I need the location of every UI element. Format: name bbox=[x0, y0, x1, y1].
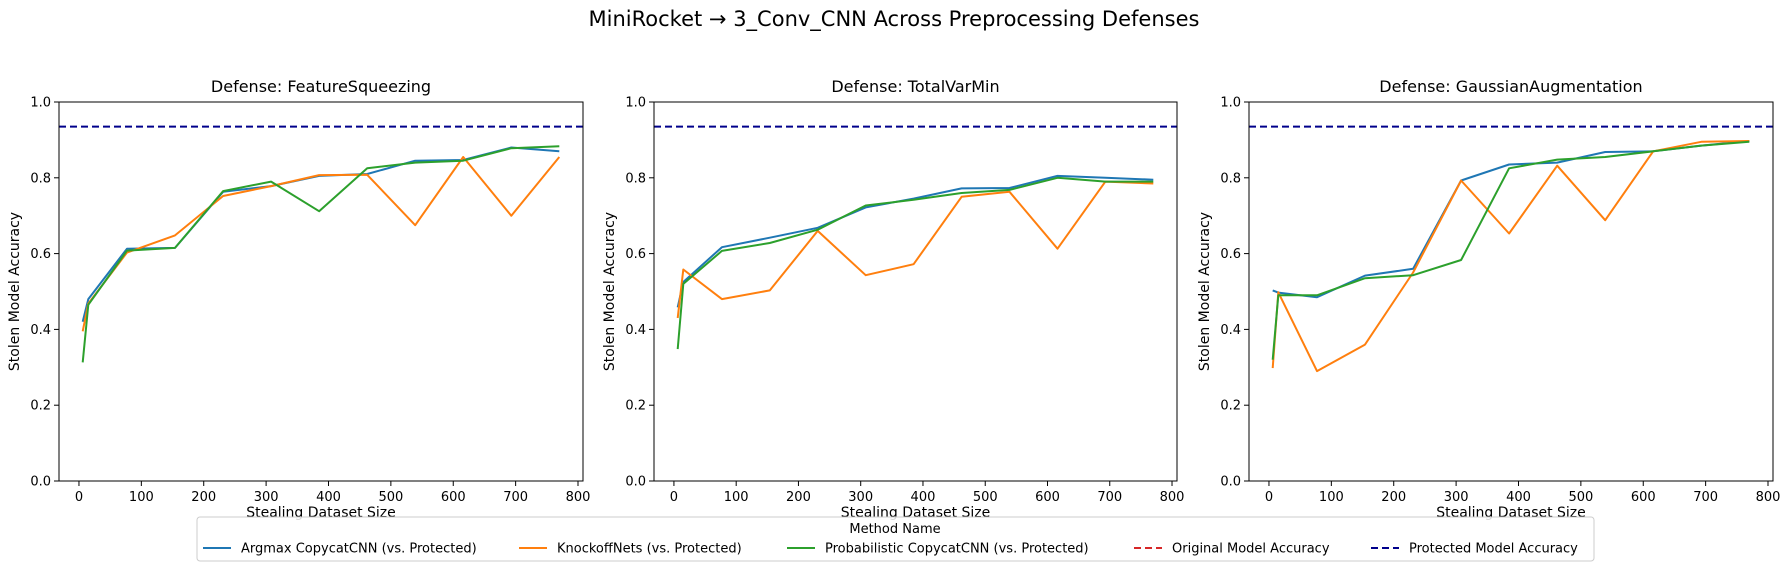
y-tick-label: 0.4 bbox=[1220, 323, 1241, 338]
series-line-1 bbox=[1272, 140, 1750, 299]
x-tick-label: 200 bbox=[786, 490, 811, 505]
legend-label-3: Probabilistic CopycatCNN (vs. Protected) bbox=[825, 542, 1089, 557]
x-tick-label: 100 bbox=[724, 490, 749, 505]
x-tick-label: 500 bbox=[1568, 490, 1593, 505]
x-tick-label: 400 bbox=[316, 490, 341, 505]
chart-panels: Defense: FeatureSqueezing 0 100 200 300 400 50… bbox=[7, 77, 1780, 521]
panel-title: Defense: GaussianAugmentation bbox=[1379, 77, 1642, 96]
y-tick-label: 0.2 bbox=[625, 399, 646, 414]
y-tick-label: 0.4 bbox=[625, 323, 646, 338]
series-line-3 bbox=[1271, 140, 1750, 360]
y-tick-label: 1.0 bbox=[30, 96, 51, 111]
x-tick-label: 700 bbox=[1693, 490, 1718, 505]
legend-label-1: Argmax CopycatCNN (vs. Protected) bbox=[241, 542, 477, 557]
x-tick-label: 400 bbox=[1506, 490, 1531, 505]
y-tick-label: 1.0 bbox=[1220, 96, 1241, 111]
series-line-3 bbox=[81, 145, 560, 363]
chart-panel-3: Defense: GaussianAugmentation 0 100 200 300 4… bbox=[1197, 77, 1780, 521]
x-tick-label: 500 bbox=[973, 490, 998, 505]
x-tick-label: 800 bbox=[1756, 490, 1781, 505]
x-tick-label: 800 bbox=[566, 490, 591, 505]
y-tick-label: 0.6 bbox=[30, 247, 51, 262]
x-tick-label: 0 bbox=[670, 490, 678, 505]
y-axis-label: Stolen Model Accuracy bbox=[1197, 212, 1213, 371]
series-line-3 bbox=[676, 176, 1154, 350]
x-tick-label: 200 bbox=[1381, 490, 1406, 505]
legend-label-2: KnockoffNets (vs. Protected) bbox=[557, 542, 742, 557]
x-tick-label: 600 bbox=[441, 490, 466, 505]
figure-title: MiniRocket → 3_Conv_CNN Across Preproces… bbox=[589, 7, 1200, 32]
panel-title: Defense: FeatureSqueezing bbox=[211, 77, 431, 96]
x-tick-label: 600 bbox=[1631, 490, 1656, 505]
x-tick-label: 700 bbox=[503, 490, 528, 505]
legend-label-4: Original Model Accuracy bbox=[1172, 542, 1330, 557]
x-tick-label: 100 bbox=[129, 490, 154, 505]
legend-label-5: Protected Model Accuracy bbox=[1409, 542, 1578, 557]
chart-panel-1: Defense: FeatureSqueezing 0 100 200 300 400 50… bbox=[7, 77, 590, 521]
y-tick-label: 0.8 bbox=[625, 171, 646, 186]
y-tick-label: 0.0 bbox=[1220, 475, 1241, 490]
series-line-2 bbox=[676, 180, 1154, 319]
x-tick-label: 700 bbox=[1097, 490, 1122, 505]
y-axis-label: Stolen Model Accuracy bbox=[602, 212, 618, 371]
x-tick-label: 500 bbox=[378, 490, 403, 505]
plot-frame bbox=[1248, 101, 1774, 482]
x-tick-label: 300 bbox=[848, 490, 873, 505]
x-tick-label: 0 bbox=[75, 490, 83, 505]
series-line-2 bbox=[1271, 140, 1750, 373]
series-line-1 bbox=[81, 146, 560, 323]
y-tick-label: 0.4 bbox=[30, 323, 51, 338]
x-tick-label: 600 bbox=[1035, 490, 1060, 505]
y-tick-label: 0.8 bbox=[1220, 171, 1241, 186]
chart-panel-2: Defense: TotalVarMin 0 100 200 300 400 500 600 7… bbox=[602, 77, 1184, 521]
x-tick-label: 100 bbox=[1319, 490, 1344, 505]
plot-frame bbox=[58, 101, 584, 482]
x-tick-label: 800 bbox=[1160, 490, 1185, 505]
y-axis-label: Stolen Model Accuracy bbox=[7, 212, 23, 371]
y-tick-label: 0.0 bbox=[625, 475, 646, 490]
x-tick-label: 0 bbox=[1265, 490, 1273, 505]
x-tick-label: 300 bbox=[1444, 490, 1469, 505]
y-tick-label: 0.2 bbox=[30, 399, 51, 414]
y-tick-label: 0.6 bbox=[625, 247, 646, 262]
y-tick-label: 0.8 bbox=[30, 171, 51, 186]
plot-frame bbox=[653, 101, 1178, 482]
series-line-2 bbox=[81, 156, 561, 332]
series-line-1 bbox=[676, 174, 1154, 308]
y-tick-label: 0.0 bbox=[30, 475, 51, 490]
x-tick-label: 300 bbox=[254, 490, 279, 505]
x-tick-label: 400 bbox=[911, 490, 936, 505]
y-tick-label: 0.6 bbox=[1220, 247, 1241, 262]
panel-title: Defense: TotalVarMin bbox=[831, 77, 999, 96]
y-tick-label: 1.0 bbox=[625, 96, 646, 111]
x-tick-label: 200 bbox=[191, 490, 216, 505]
legend: Method Name Argmax CopycatCNN (vs. Protec… bbox=[196, 516, 1595, 562]
y-tick-label: 0.2 bbox=[1220, 399, 1241, 414]
legend-box bbox=[196, 516, 1595, 562]
legend-title: Method Name bbox=[849, 522, 940, 537]
